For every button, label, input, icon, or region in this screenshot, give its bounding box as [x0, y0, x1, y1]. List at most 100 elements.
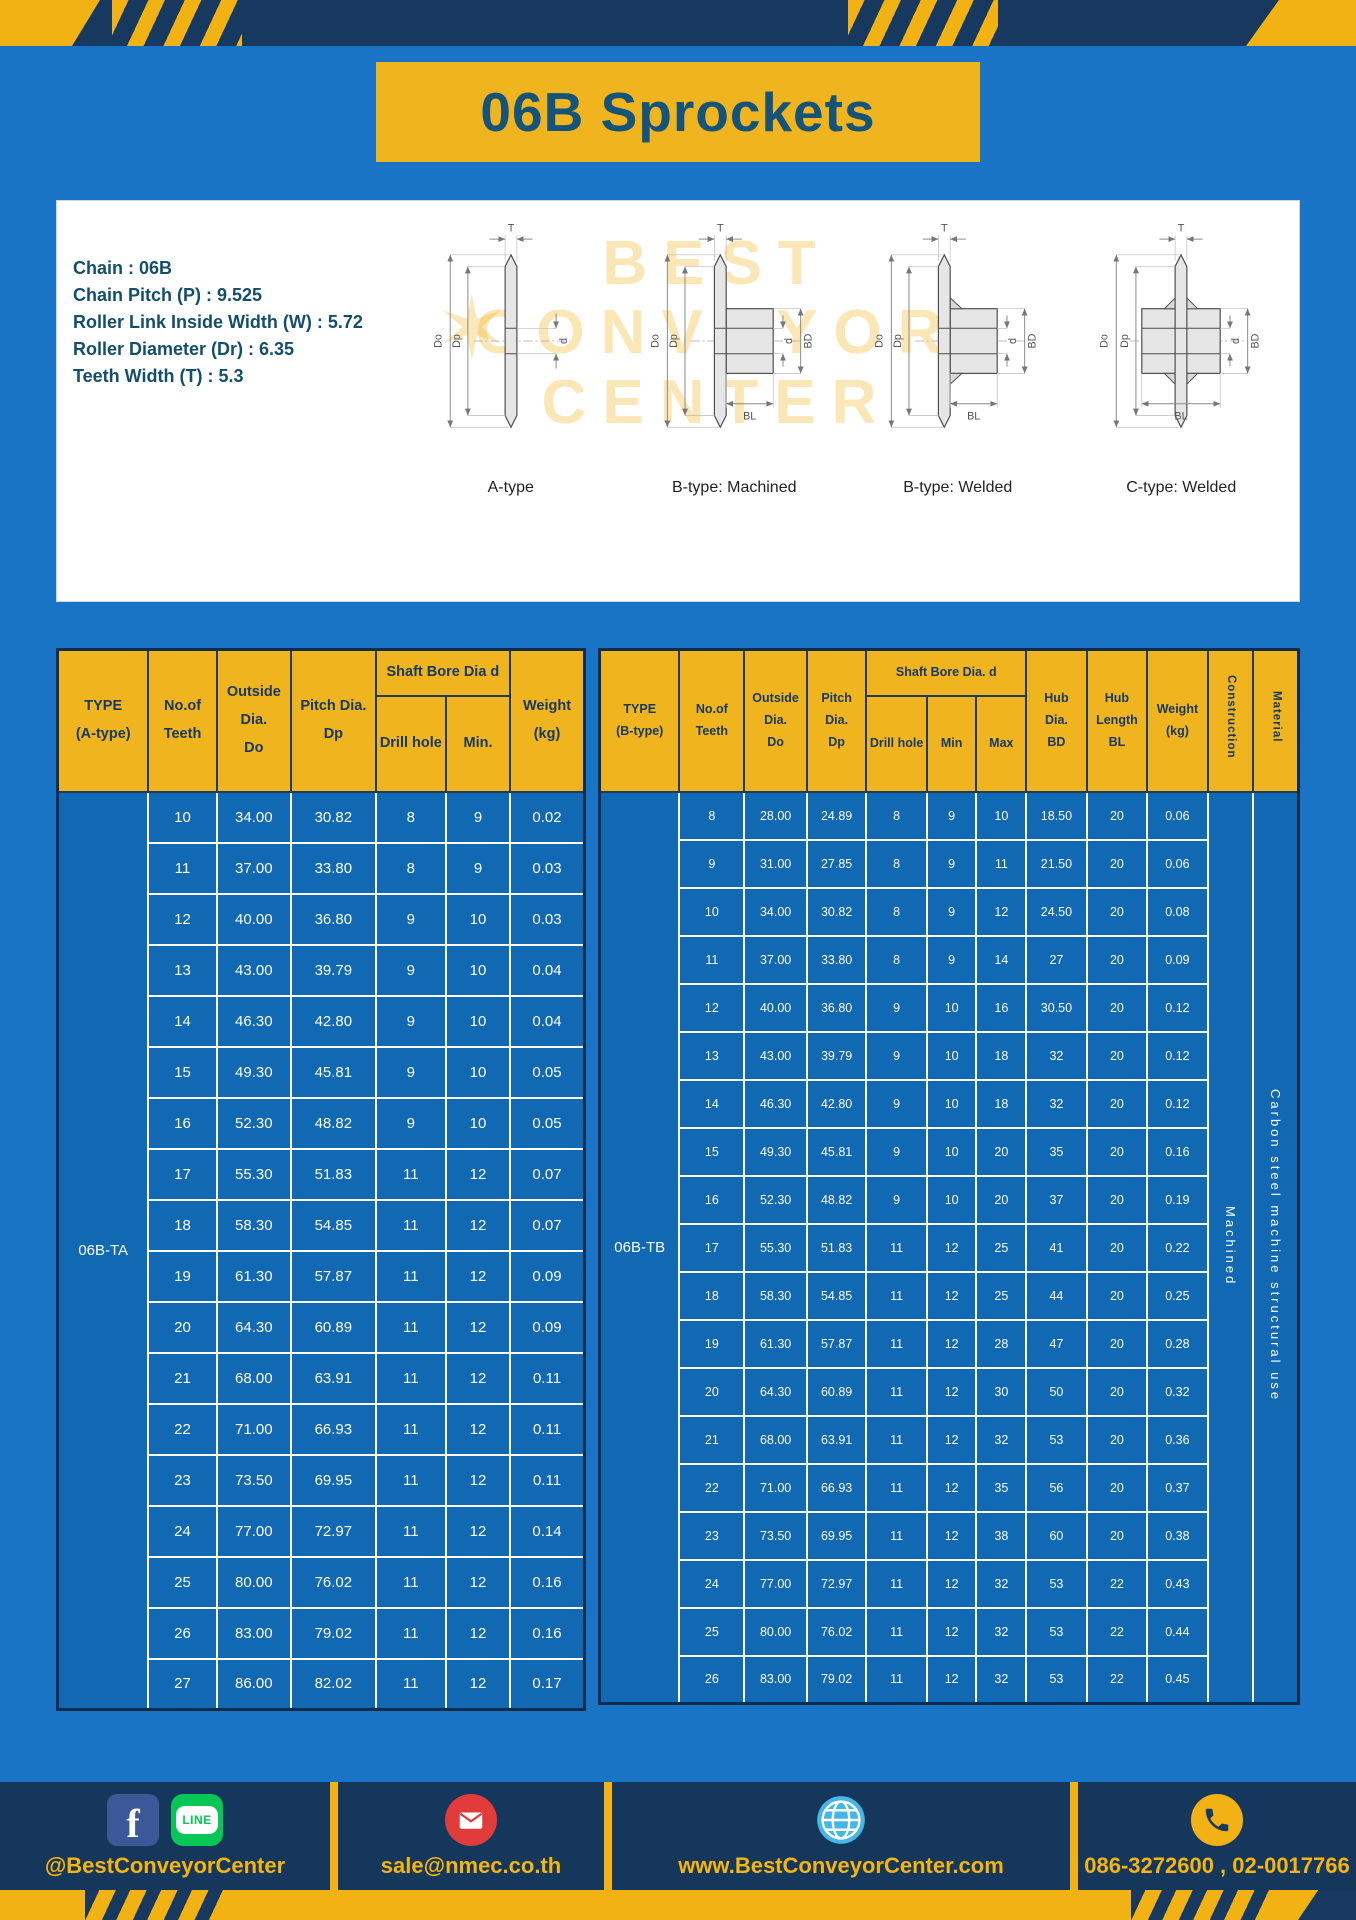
table-cell: 0.03 — [509, 841, 586, 895]
table-cell: 15 — [147, 1045, 218, 1099]
technical-drawings: T Do Dp d A-type — [399, 205, 1293, 597]
table-cell: 10 — [444, 943, 512, 997]
table-cell: 0.09 — [509, 1300, 586, 1354]
website-url[interactable]: www.BestConveyorCenter.com — [678, 1852, 1004, 1878]
table-cell: 58.30 — [743, 1270, 808, 1321]
table-cell: 8 — [865, 790, 928, 841]
table-cell: 0.12 — [1146, 1078, 1209, 1129]
table-cell: 0.07 — [509, 1198, 586, 1252]
email-address[interactable]: sale@nmec.co.th — [380, 1852, 562, 1878]
table-cell: 25 — [678, 1606, 746, 1657]
table-cell: 57.87 — [805, 1318, 868, 1369]
footer-section-email: sale@nmec.co.th — [338, 1782, 604, 1890]
table-row: 20 64.30 60.89 11 12 30 50 20 0.32 — [600, 1366, 1299, 1417]
table-cell: 12 — [444, 1555, 512, 1609]
table-cell: 11 — [374, 1606, 447, 1660]
decor-stripes — [848, 0, 998, 46]
table-row: 22 71.00 66.93 11 12 35 56 20 0.37 — [600, 1462, 1299, 1513]
table-cell: 82.02 — [290, 1657, 377, 1711]
table-cell: 20 — [1085, 1030, 1149, 1081]
table-cell: 50 — [1025, 1366, 1088, 1417]
table-cell: 0.12 — [1146, 982, 1209, 1033]
table-cell: 21.50 — [1025, 838, 1088, 889]
table-cell: 20 — [1085, 1174, 1149, 1225]
table-cell: 0.16 — [1146, 1126, 1209, 1177]
table-cell: 18 — [147, 1198, 218, 1252]
table-row: 21 68.00 63.91 11 12 32 53 20 0.36 — [600, 1414, 1299, 1465]
footer-divider — [604, 1782, 612, 1890]
table-cell: 11 — [865, 1318, 928, 1369]
table-cell: 43.00 — [215, 943, 293, 997]
table-cell: 20 — [678, 1366, 746, 1417]
decor-corner-right — [1298, 1890, 1356, 1920]
table-cell: 12 — [444, 1249, 512, 1303]
dim-label-dp: Dp — [451, 334, 463, 348]
table-cell: 68.00 — [743, 1414, 808, 1465]
table-cell: 13 — [678, 1030, 746, 1081]
table-cell: 9 — [374, 1096, 447, 1150]
globe-icon[interactable] — [815, 1794, 867, 1846]
table-cell: 58.30 — [215, 1198, 293, 1252]
table-cell: 9 — [865, 1126, 928, 1177]
table-cell: 12 — [444, 1402, 512, 1456]
table-cell: 11 — [374, 1453, 447, 1507]
footer-divider — [330, 1782, 338, 1890]
table-cell: 11 — [865, 1270, 928, 1321]
table-cell: 10 — [925, 982, 978, 1033]
table-b-body: 06B-TB 8 28.00 24.89 8 9 10 18.50 20 0.06 Machined… — [598, 790, 1300, 1705]
table-cell: 28 — [975, 1318, 1028, 1369]
email-icon[interactable] — [445, 1793, 497, 1846]
table-cell: 11 — [374, 1198, 447, 1252]
table-cell: 12 — [925, 1270, 978, 1321]
table-cell: 20 — [1085, 1318, 1149, 1369]
table-cell: 8 — [678, 790, 746, 841]
table-cell: 11 — [374, 1300, 447, 1354]
col-header-pitch-dia: Pitch Dia. Dp — [805, 648, 868, 793]
dim-label-bd: BD — [1250, 333, 1262, 348]
table-row: 26 83.00 79.02 11 12 0.16 — [58, 1606, 586, 1660]
phone-icon[interactable] — [1191, 1793, 1243, 1846]
facebook-handle[interactable]: @BestConveyorCenter — [44, 1852, 286, 1878]
table-row: 24 77.00 72.97 11 12 0.14 — [58, 1504, 586, 1558]
table-cell: 0.11 — [509, 1351, 586, 1405]
table-cell: 10 — [444, 1096, 512, 1150]
table-row: 15 49.30 45.81 9 10 0.05 — [58, 1045, 586, 1099]
dim-label-bd: BD — [803, 333, 815, 348]
table-row: 11 37.00 33.80 8 9 0.03 — [58, 841, 586, 895]
footer-section-phone: 086-3272600 , 02-0017766 — [1078, 1782, 1356, 1890]
footer-section-social: f LINE @BestConveyorCenter — [0, 1782, 330, 1890]
table-cell: 12 — [975, 886, 1028, 937]
table-cell: 86.00 — [215, 1657, 293, 1711]
table-cell: 45.81 — [805, 1126, 868, 1177]
table-cell: 0.05 — [509, 1096, 586, 1150]
table-cell: 72.97 — [290, 1504, 377, 1558]
table-row: 06B-TA 10 34.00 30.82 8 9 0.02 — [56, 790, 586, 1711]
table-cell: 80.00 — [215, 1555, 293, 1609]
table-cell: 52.30 — [215, 1096, 293, 1150]
dim-label-d: d — [1007, 338, 1019, 344]
sprocket-plate — [1174, 253, 1188, 429]
table-cell: 71.00 — [743, 1462, 808, 1513]
table-cell: 53 — [1025, 1654, 1088, 1705]
spec-pitch: Chain Pitch (P) : 9.525 — [73, 285, 263, 305]
table-cell: 10 — [444, 892, 512, 946]
table-row: 11 37.00 33.80 8 9 14 27 20 0.09 — [600, 934, 1299, 985]
table-cell: 10 — [925, 1174, 978, 1225]
dim-label-do: Do — [650, 334, 662, 348]
drawing-b-machined: T Do Dp d BD BL B-type: Machined — [623, 205, 847, 597]
table-cell: 21 — [678, 1414, 746, 1465]
line-icon[interactable]: LINE — [171, 1793, 223, 1846]
col-header-drill-hole: Drill hole — [374, 694, 447, 793]
table-cell: 51.83 — [805, 1222, 868, 1273]
bore-lines — [1142, 327, 1221, 355]
table-cell: 12 — [444, 1657, 512, 1711]
table-cell: 11 — [374, 1504, 447, 1558]
table-cell: 24.50 — [1025, 886, 1088, 937]
phone-numbers[interactable]: 086-3272600 , 02-0017766 — [1084, 1852, 1350, 1878]
table-cell: 20 — [1085, 1414, 1149, 1465]
table-cell: 0.04 — [509, 943, 586, 997]
drawing-a-type: T Do Dp d A-type — [399, 205, 623, 597]
b-welded-section-drawing: T Do Dp d BD BL — [873, 222, 1038, 429]
facebook-icon[interactable]: f — [107, 1793, 159, 1846]
spec-chain: Chain : 06B — [73, 258, 173, 278]
